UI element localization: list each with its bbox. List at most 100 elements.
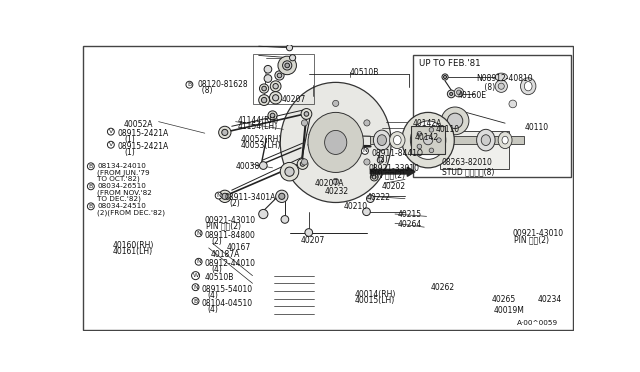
Text: (2): (2) xyxy=(211,237,221,246)
Text: 00921-43010: 00921-43010 xyxy=(205,216,256,225)
Text: N: N xyxy=(196,259,201,264)
Text: 40167: 40167 xyxy=(227,243,251,252)
Text: (1): (1) xyxy=(124,148,134,157)
Circle shape xyxy=(273,95,279,101)
Text: 40234: 40234 xyxy=(538,295,562,304)
Text: 40015(LH): 40015(LH) xyxy=(355,296,396,305)
Text: 08911-84800: 08911-84800 xyxy=(205,231,255,240)
Text: 08034-26510: 08034-26510 xyxy=(97,183,146,189)
Circle shape xyxy=(278,56,296,75)
Circle shape xyxy=(276,190,288,202)
Ellipse shape xyxy=(308,112,364,173)
Text: 40187A: 40187A xyxy=(211,250,241,259)
Text: TO OCT.'82): TO OCT.'82) xyxy=(97,176,140,182)
Circle shape xyxy=(279,193,285,199)
Text: 40202: 40202 xyxy=(382,182,406,191)
Circle shape xyxy=(281,216,289,223)
Circle shape xyxy=(450,92,452,96)
Text: V: V xyxy=(109,142,113,147)
Text: B: B xyxy=(89,184,93,189)
Circle shape xyxy=(275,71,284,80)
Text: PIN ピン(2): PIN ピン(2) xyxy=(515,235,549,245)
Text: 08911-3401A: 08911-3401A xyxy=(225,193,276,202)
Circle shape xyxy=(367,195,374,202)
Text: 08120-81628: 08120-81628 xyxy=(197,80,248,89)
Circle shape xyxy=(333,179,339,185)
Text: 40142A: 40142A xyxy=(413,119,442,128)
Circle shape xyxy=(283,61,292,70)
Text: PIN ピン(2): PIN ピン(2) xyxy=(369,170,404,179)
Text: N: N xyxy=(196,231,201,236)
Circle shape xyxy=(301,109,312,119)
Circle shape xyxy=(454,88,463,97)
Text: W: W xyxy=(193,273,198,278)
Text: N08912-40810: N08912-40810 xyxy=(476,74,532,83)
Text: 40215: 40215 xyxy=(397,210,421,219)
Text: 08921-33010: 08921-33010 xyxy=(368,164,419,173)
Circle shape xyxy=(270,113,275,118)
Bar xyxy=(440,131,509,169)
Text: 40053(LH): 40053(LH) xyxy=(241,141,282,150)
Text: 40014(RH): 40014(RH) xyxy=(355,289,396,298)
Text: N: N xyxy=(363,148,367,153)
Circle shape xyxy=(221,193,228,199)
Text: 40207: 40207 xyxy=(301,235,325,245)
Text: 00921-43010: 00921-43010 xyxy=(513,230,564,238)
Text: 40052A: 40052A xyxy=(124,120,154,129)
Ellipse shape xyxy=(410,121,446,159)
Circle shape xyxy=(364,159,370,165)
Circle shape xyxy=(447,113,463,129)
Circle shape xyxy=(364,120,370,126)
Text: B: B xyxy=(188,82,191,87)
Text: 40265: 40265 xyxy=(492,295,515,304)
Circle shape xyxy=(495,80,508,92)
Text: (FROM NOV.'82: (FROM NOV.'82 xyxy=(97,189,152,196)
Text: 40110: 40110 xyxy=(436,125,460,135)
Text: 40110: 40110 xyxy=(524,123,548,132)
Circle shape xyxy=(268,111,277,120)
Text: 08134-24010: 08134-24010 xyxy=(97,163,146,169)
Circle shape xyxy=(305,229,312,236)
Text: 40510B: 40510B xyxy=(349,68,379,77)
Text: 40142: 40142 xyxy=(414,133,438,142)
Text: V: V xyxy=(109,129,113,134)
Ellipse shape xyxy=(495,73,508,81)
Text: STUD スタッド(8): STUD スタッド(8) xyxy=(442,167,494,176)
Circle shape xyxy=(259,209,268,219)
Ellipse shape xyxy=(498,132,512,148)
Text: (1): (1) xyxy=(124,135,134,144)
Circle shape xyxy=(442,74,448,80)
Circle shape xyxy=(219,190,231,202)
Circle shape xyxy=(509,100,516,108)
Polygon shape xyxy=(320,104,559,181)
Ellipse shape xyxy=(378,135,387,145)
Ellipse shape xyxy=(402,112,454,168)
Circle shape xyxy=(429,128,434,132)
Text: 40038: 40038 xyxy=(236,162,260,171)
Text: 41154(LH): 41154(LH) xyxy=(237,122,277,131)
Circle shape xyxy=(285,167,294,176)
Circle shape xyxy=(301,159,308,165)
Text: (4): (4) xyxy=(211,265,222,274)
Circle shape xyxy=(378,157,383,163)
Text: 40160(RH): 40160(RH) xyxy=(113,241,154,250)
Circle shape xyxy=(219,126,231,139)
Text: (8): (8) xyxy=(197,86,212,95)
Circle shape xyxy=(221,129,228,135)
Text: B: B xyxy=(193,299,198,304)
Text: A·00^0059: A·00^0059 xyxy=(516,320,558,326)
Text: N: N xyxy=(193,285,198,290)
Circle shape xyxy=(444,76,447,78)
Text: (2): (2) xyxy=(230,199,240,208)
Circle shape xyxy=(429,148,434,153)
Text: (2): (2) xyxy=(378,155,388,164)
Ellipse shape xyxy=(481,135,490,145)
Bar xyxy=(411,126,445,154)
Circle shape xyxy=(261,97,267,103)
Circle shape xyxy=(297,158,308,169)
Circle shape xyxy=(436,138,441,142)
Text: TO DEC.'82): TO DEC.'82) xyxy=(97,196,141,202)
Circle shape xyxy=(417,131,422,136)
Text: (4): (4) xyxy=(207,305,218,314)
Circle shape xyxy=(372,175,376,179)
